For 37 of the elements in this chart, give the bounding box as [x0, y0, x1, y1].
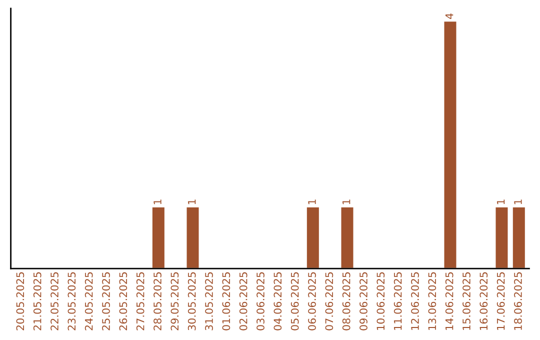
- x-tick-label: 31.05.2025: [205, 272, 213, 330]
- x-tick-label: 28.05.2025: [154, 272, 162, 330]
- x-tick-label: 30.05.2025: [188, 272, 196, 330]
- data-label: 1: [308, 200, 316, 204]
- x-tick-label: 04.06.2025: [274, 272, 282, 330]
- x-tick-label: 26.05.2025: [119, 272, 128, 330]
- x-tick-label: 22.05.2025: [50, 272, 58, 330]
- x-tick-label: 13.06.2025: [428, 272, 436, 330]
- x-tick-label: 23.05.2025: [68, 272, 76, 330]
- data-label: 1: [188, 200, 196, 204]
- x-tick-label: 03.06.2025: [256, 272, 264, 330]
- x-tick-label: 14.06.2025: [445, 272, 454, 330]
- x-tick-label: 15.06.2025: [462, 272, 470, 330]
- data-label: 1: [497, 200, 505, 204]
- x-tick-label: 01.06.2025: [222, 272, 230, 330]
- x-tick-label: 08.06.2025: [342, 272, 350, 330]
- x-tick-label: 10.06.2025: [376, 272, 385, 330]
- x-tick-label: 09.06.2025: [360, 272, 368, 330]
- x-tick-label: 25.05.2025: [102, 272, 110, 330]
- x-tick-label: 12.06.2025: [411, 272, 419, 330]
- x-tick-label: 16.06.2025: [480, 272, 488, 330]
- x-tick-label: 29.05.2025: [170, 272, 179, 330]
- x-tick-label: 27.05.2025: [136, 272, 144, 330]
- x-tick-label: 21.05.2025: [33, 272, 42, 330]
- x-tick-label: 24.05.2025: [84, 272, 93, 330]
- x-tick-label: 18.06.2025: [514, 272, 522, 330]
- x-tick-label: 06.06.2025: [308, 272, 316, 330]
- x-tick-label: 02.06.2025: [239, 272, 248, 330]
- x-tick-label: 07.06.2025: [325, 272, 334, 330]
- x-tick-label: 20.05.2025: [16, 272, 24, 330]
- data-label: 1: [514, 200, 522, 204]
- x-tick-label: 11.06.2025: [394, 272, 402, 330]
- x-tick-label: 17.06.2025: [496, 272, 505, 330]
- data-label: 4: [446, 13, 454, 19]
- x-tick-label: 05.06.2025: [290, 272, 299, 330]
- data-label: 1: [342, 200, 350, 204]
- data-label: 1: [154, 200, 162, 204]
